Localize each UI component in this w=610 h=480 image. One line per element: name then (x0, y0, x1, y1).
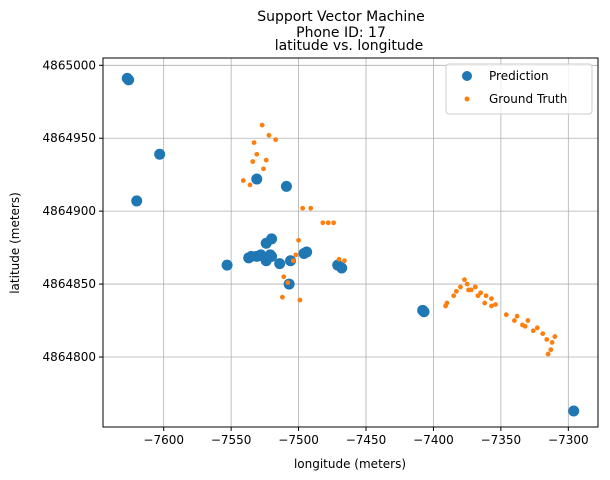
ground-truth-point (478, 290, 484, 296)
prediction-point (301, 246, 313, 258)
ground-truth-point (489, 296, 494, 302)
ground-truth-point (453, 288, 459, 294)
prediction-point (336, 262, 348, 274)
legend-box (445, 63, 593, 115)
prediction-point (274, 258, 286, 270)
x-tick-label: −7300 (548, 433, 589, 447)
x-tick-label: −7450 (346, 433, 387, 447)
y-tick-label: 4864900 (43, 204, 96, 218)
ground-truth-point (308, 205, 314, 211)
ground-truth-point (511, 318, 517, 323)
ground-truth-point (530, 328, 536, 334)
prediction-point (251, 173, 263, 185)
ground-truth-point (331, 220, 337, 226)
y-tick-label: 4864800 (43, 350, 96, 364)
y-tick-label: 4865000 (43, 58, 96, 72)
data-points (121, 72, 580, 417)
ground-truth-point (342, 258, 347, 264)
ground-truth-point (444, 300, 450, 306)
ground-truth-point (489, 303, 494, 309)
y-tick-label: 4864850 (43, 277, 96, 291)
ground-truth-point (325, 220, 331, 226)
x-tick-label: −7400 (413, 433, 454, 447)
prediction-point (284, 255, 296, 267)
ground-truth-point (320, 220, 326, 226)
ground-truth-point (503, 312, 509, 318)
y-tick-label: 4864950 (43, 131, 96, 145)
ground-truth-point (296, 237, 301, 243)
ground-truth-point (552, 334, 558, 339)
ground-truth-point (544, 337, 550, 342)
x-axis-label: longitude (meters) (294, 457, 406, 471)
prediction-point (266, 250, 278, 262)
chart-title-line-2: Phone ID: 17 (296, 25, 386, 41)
legend-label-ground-truth: Ground Truth (489, 92, 567, 106)
ground-truth-point (261, 166, 266, 172)
x-tick-label: −7600 (143, 433, 184, 447)
ground-truth-point (300, 205, 306, 211)
ground-truth-point (240, 178, 246, 183)
prediction-point (221, 259, 233, 271)
ground-truth-point (468, 287, 474, 293)
ground-truth-point (281, 274, 287, 280)
prediction-point (418, 306, 430, 318)
prediction-point (266, 233, 278, 245)
ground-truth-point (464, 281, 470, 287)
ground-truth-point (522, 323, 528, 329)
ground-truth-point (451, 293, 457, 299)
plot-frame (102, 57, 599, 428)
prediction-point (280, 180, 292, 192)
prediction-point (123, 74, 135, 86)
x-tick-label: −7350 (481, 433, 522, 447)
ground-truth-point (458, 284, 463, 290)
legend-marker-prediction (462, 71, 472, 81)
ground-truth-point (254, 151, 260, 157)
legend-label-prediction: Prediction (489, 69, 549, 83)
ground-truth-point (250, 159, 256, 164)
legend: Prediction Ground Truth (445, 63, 593, 115)
prediction-point (131, 195, 143, 207)
x-tick-label: −7550 (211, 433, 252, 447)
chart-subtitle: latitude vs. longitude (275, 38, 424, 54)
ground-truth-point (273, 137, 279, 143)
ground-truth-point (266, 132, 272, 138)
axis-ticks: −7600 −7550 −7500 −7450 −7400 −7350 −7300 48648… (43, 58, 589, 447)
ground-truth-point (259, 122, 265, 128)
y-axis-label: latitude (meters) (8, 192, 22, 294)
ground-truth-point (293, 252, 299, 258)
ground-truth-point (545, 351, 551, 357)
ground-truth-point (549, 340, 555, 345)
ground-truth-point (263, 157, 269, 163)
x-tick-label: −7500 (278, 433, 319, 447)
ground-truth-point (336, 256, 342, 262)
ground-truth-point (483, 293, 489, 299)
ground-truth-point (540, 331, 546, 337)
prediction-point (154, 148, 166, 160)
ground-truth-point (462, 277, 467, 283)
prediction-point (568, 405, 580, 417)
ground-truth-point (290, 258, 296, 264)
ground-truth-point (482, 300, 488, 306)
ground-truth-point (514, 313, 520, 319)
ground-truth-point (247, 182, 253, 188)
ground-truth-point (285, 280, 291, 286)
ground-truth-point (548, 347, 554, 353)
ground-truth-point (251, 140, 257, 145)
ground-truth-point (279, 294, 285, 300)
ground-truth-point (493, 302, 498, 307)
ground-truth-point (472, 284, 478, 290)
legend-marker-ground-truth (464, 96, 470, 102)
chart-title-line-1: Support Vector Machine (257, 9, 424, 25)
ground-truth-point (297, 297, 303, 303)
ground-truth-point (534, 325, 540, 331)
ground-truth-point (525, 318, 531, 323)
